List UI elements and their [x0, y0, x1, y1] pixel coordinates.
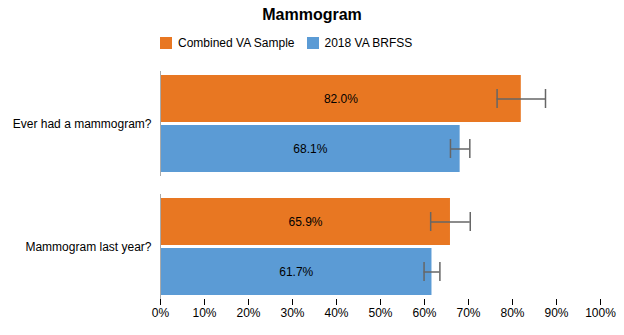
svg-text:61.7%: 61.7% — [279, 265, 313, 279]
svg-text:68.1%: 68.1% — [293, 142, 327, 156]
svg-text:20%: 20% — [236, 306, 260, 320]
svg-text:30%: 30% — [280, 306, 304, 320]
svg-text:100%: 100% — [585, 306, 616, 320]
svg-text:50%: 50% — [368, 306, 392, 320]
svg-text:80%: 80% — [500, 306, 524, 320]
svg-text:60%: 60% — [412, 306, 436, 320]
svg-text:10%: 10% — [192, 306, 216, 320]
html-text:Combined VA Sample: Combined VA Sample — [178, 35, 295, 50]
svg-text:65.9%: 65.9% — [288, 215, 322, 229]
svg-text:Mammogram last year?: Mammogram last year? — [25, 240, 151, 254]
svg-text:40%: 40% — [324, 306, 348, 320]
svg-text:90%: 90% — [544, 306, 568, 320]
svg-text:82.0%: 82.0% — [324, 92, 358, 106]
html-text:2018 VA BRFSS: 2018 VA BRFSS — [324, 35, 413, 50]
html-text:Mammogram: Mammogram — [262, 6, 362, 23]
svg-text:70%: 70% — [456, 306, 480, 320]
svg-text:0%: 0% — [152, 306, 170, 320]
svg-text:Ever had a mammogram?: Ever had a mammogram? — [13, 117, 152, 131]
